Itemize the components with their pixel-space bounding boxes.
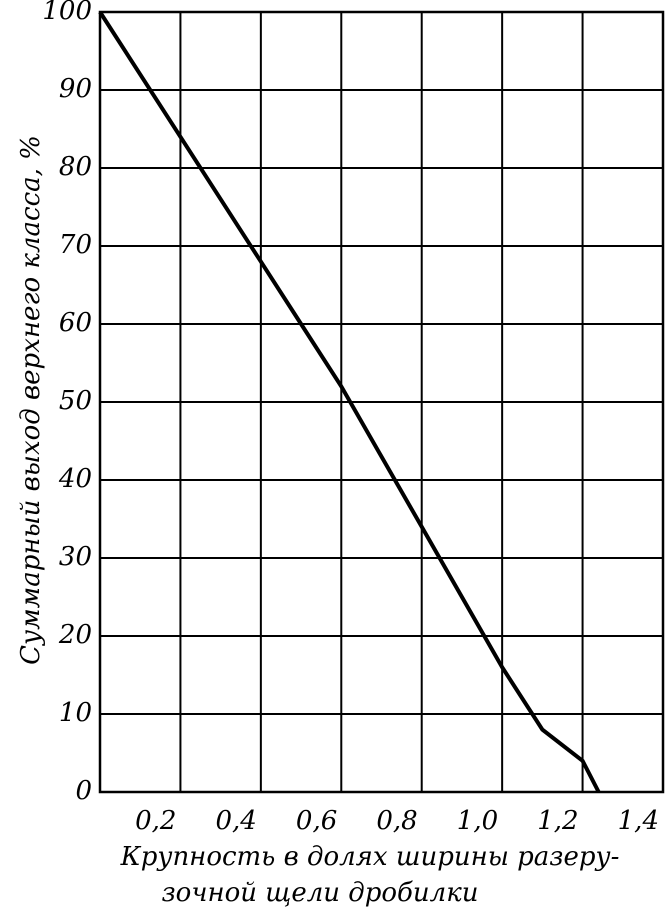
x-tick-label: 1,4 [618, 806, 659, 836]
y-tick-label: 10 [59, 698, 92, 728]
y-axis-label: Суммарный выход верхнего класса, % [16, 135, 46, 665]
y-tick-label: 20 [58, 620, 92, 650]
y-tick-label: 70 [59, 230, 92, 260]
y-tick-label: 0 [75, 776, 92, 806]
y-tick-label: 90 [59, 74, 92, 104]
y-tick-label: 50 [59, 386, 92, 416]
data-line [98, 10, 601, 793]
y-tick-label: 80 [59, 152, 92, 182]
x-tick-label: 1,2 [537, 806, 578, 836]
y-tick-label: 60 [59, 308, 92, 338]
x-tick-label: 1,0 [457, 806, 498, 836]
y-tick-label: 100 [42, 0, 92, 26]
x-axis-label: зочной щели дробилки [162, 878, 479, 908]
y-tick-label: 40 [58, 464, 92, 494]
x-tick-label: 0,8 [376, 806, 417, 836]
x-tick-label: 0,4 [215, 806, 256, 836]
x-axis-label: Крупность в долях ширины разеру- [120, 842, 620, 872]
x-tick-label: 0,2 [135, 806, 176, 836]
y-tick-label: 30 [59, 542, 92, 572]
x-tick-label: 0,6 [296, 806, 337, 836]
